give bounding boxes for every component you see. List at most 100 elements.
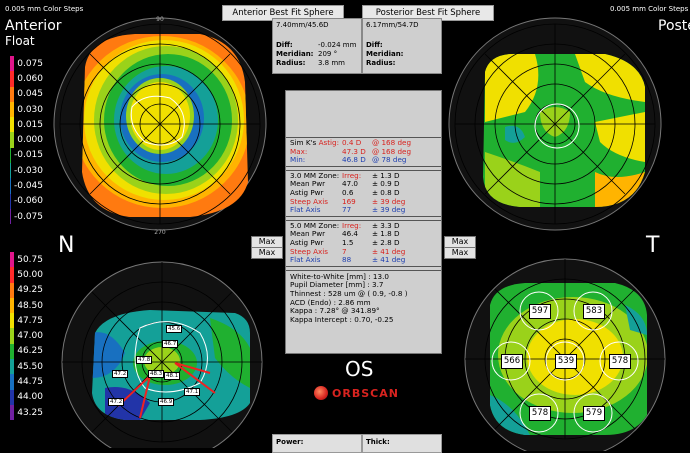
zone5-irreg-label: Irreg:	[342, 220, 362, 230]
zone3-mean-value: 47.0	[342, 179, 359, 189]
kappa: Kappa : 7.28° @ 341.89°	[290, 306, 380, 316]
power-label-2: 46.7	[162, 340, 179, 348]
sim-k-max-axis: @ 168 deg	[372, 146, 412, 156]
zone5-flat-dev: ± 41 deg	[372, 255, 406, 265]
zone5-steep-value: 7	[342, 246, 347, 256]
zone5-section: 5.0 MM Zone: Irreg: ± 3.3 D Mean Pwr 46.4 ± …	[286, 219, 441, 267]
power-scale-value: 43.25	[17, 407, 43, 418]
power-scale-swatch	[10, 343, 15, 360]
elevation-scale-row: -0.030	[10, 163, 43, 179]
zone3-irreg-label: Irreg:	[342, 170, 362, 180]
sim-k-min-label: Min:	[290, 155, 306, 165]
tick-270: 270	[154, 229, 166, 236]
elevation-color-scale: 0.075 0.060 0.045 0.030 0.015 0.000 -0.015 -0.0…	[10, 56, 43, 225]
thickness-readout-label: Thick:	[366, 438, 390, 446]
power-scale-row: 43.25	[10, 404, 43, 421]
zone5-steep-label: Steep Axis	[290, 246, 328, 256]
anterior-power-map[interactable]	[50, 258, 270, 448]
power-readout-label: Power:	[276, 438, 304, 446]
temporal-label: T	[646, 233, 660, 258]
zone5-astig-label: Astig Pwr	[290, 237, 324, 247]
elevation-scale-row: -0.060	[10, 193, 43, 209]
zone3-astig-dev: ± 0.8 D	[372, 187, 400, 197]
elevation-scale-swatch	[10, 208, 11, 225]
zone3-mean-label: Mean Pwr	[290, 179, 326, 189]
power-scale-value: 46.25	[17, 346, 43, 357]
power-label-8: 47.2	[112, 370, 129, 378]
power-scale-swatch	[10, 282, 15, 298]
float-label: Float	[5, 34, 35, 48]
sim-k-min-value: 46.8 D	[342, 155, 366, 165]
anterior-radius-value: 3.8 mm	[318, 59, 345, 67]
posterior-elevation-map[interactable]	[445, 12, 665, 237]
power-scale-row: 45.50	[10, 359, 43, 375]
anterior-meridian-value: 209 °	[318, 50, 338, 58]
zone5-flat-value: 88	[342, 255, 352, 265]
power-label-5: 48.1	[164, 372, 181, 380]
zone3-steep-dev: ± 39 deg	[372, 196, 406, 206]
power-scale-swatch	[10, 359, 15, 375]
sim-k-astig-value: 0.4 D	[342, 138, 362, 147]
power-scale-value: 47.00	[17, 331, 43, 342]
pachy-bottom-right: 579	[583, 406, 605, 421]
power-scale-value: 44.00	[17, 392, 43, 403]
elevation-scale-value: 0.075	[17, 58, 43, 69]
max-button-posterior-2[interactable]: Max	[444, 247, 476, 259]
power-readout-box: Power:	[272, 434, 362, 453]
zone5-irreg-value: ± 3.3 D	[372, 220, 400, 230]
sim-k-label: Sim K's	[290, 138, 317, 147]
power-scale-row: 44.75	[10, 374, 43, 390]
pachy-left: 566	[501, 354, 523, 369]
sim-k-astig-axis: @ 168 deg	[372, 138, 412, 147]
power-scale-row: 49.25	[10, 282, 43, 298]
anterior-elevation-map[interactable]: 90 270	[50, 12, 270, 237]
power-label-4: 48.3	[148, 370, 165, 378]
anterior-meridian-label: Meridian:	[276, 50, 314, 58]
power-scale-swatch	[10, 404, 15, 421]
power-scale-swatch	[10, 267, 15, 283]
nasal-label: N	[58, 233, 75, 258]
power-color-scale: 50.75 50.00 49.25 48.50 47.75 47.00 46.25 45.50…	[10, 252, 43, 421]
elevation-scale-row: 0.060	[10, 71, 43, 87]
sim-k-section: Sim K's Astig: 0.4 D @ 168 deg Max: 47.3…	[286, 137, 441, 167]
power-scale-value: 45.50	[17, 361, 43, 372]
zone5-mean-dev: ± 1.8 D	[372, 229, 400, 239]
zone5-label: 5.0 MM Zone:	[290, 220, 340, 230]
elevation-scale-swatch	[10, 71, 15, 87]
elevation-scale-value: 0.000	[17, 135, 43, 146]
zone5-astig-value: 1.5	[342, 237, 354, 247]
elevation-scale-value: -0.075	[13, 211, 43, 222]
kappa-intercept: Kappa Intercept : 0.70, -0.25	[290, 314, 394, 324]
max-button-anterior-2[interactable]: Max	[251, 247, 283, 259]
zone5-flat-label: Flat Axis	[290, 255, 321, 265]
power-scale-swatch	[10, 297, 15, 314]
power-scale-value: 50.00	[17, 269, 43, 280]
power-label-9: 47.2	[108, 398, 125, 406]
elevation-scale-value: 0.030	[17, 104, 43, 115]
max-button-anterior-1[interactable]: Max	[251, 236, 283, 248]
elevation-scale-swatch	[10, 117, 15, 133]
elevation-scale-row: -0.045	[10, 178, 43, 194]
elevation-scale-row: 0.015	[10, 117, 43, 133]
color-steps-right: 0.005 mm Color Steps	[610, 5, 689, 13]
pachymetry-map[interactable]	[455, 255, 675, 451]
eye-label: OS	[345, 357, 374, 381]
elevation-scale-swatch	[10, 101, 15, 118]
anterior-info-box: 7.40mm/45.6D Diff: -0.024 mm Meridian: 2…	[272, 18, 362, 74]
zone3-irreg-value: ± 1.3 D	[372, 170, 400, 180]
elevation-scale-value: -0.060	[13, 196, 43, 207]
elevation-scale-row: 0.045	[10, 86, 43, 102]
power-label-3: 47.8	[136, 356, 153, 364]
thickness-readout-box: Thick:	[362, 434, 442, 453]
anterior-bfs-value: 7.40mm/45.6D	[276, 21, 329, 29]
sim-k-min-axis: @ 78 deg	[372, 155, 407, 165]
orbscan-logo-icon	[314, 386, 328, 400]
power-scale-value: 50.75	[17, 254, 43, 265]
posterior-info-box: 6.17mm/54.7D Diff: Meridian: Radius:	[362, 18, 442, 74]
anterior-label: Anterior	[5, 18, 62, 34]
elevation-scale-value: -0.045	[13, 181, 43, 192]
zone3-steep-label: Steep Axis	[290, 196, 328, 206]
white-to-white: White-to-White [mm] : 13.0	[290, 271, 389, 281]
power-scale-swatch	[10, 313, 15, 329]
power-scale-value: 48.50	[17, 300, 43, 311]
